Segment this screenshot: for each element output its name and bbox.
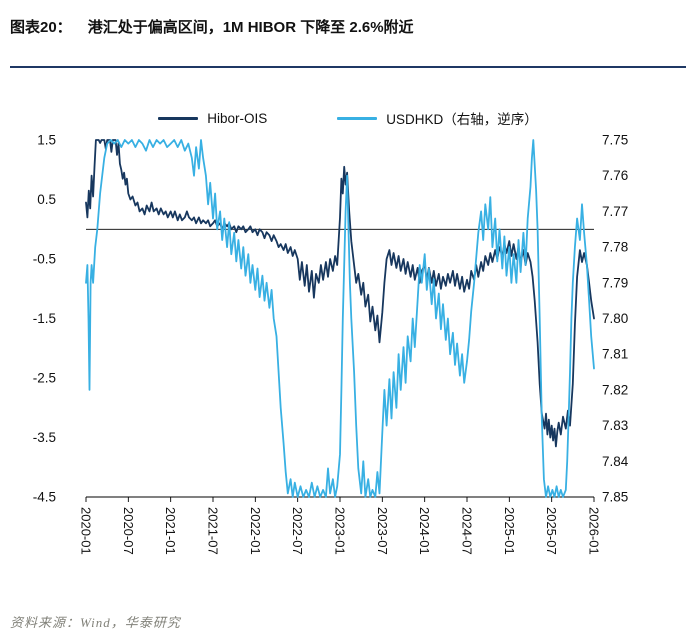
x-tick-label: 2023-01	[333, 507, 348, 555]
figure-title: 图表20： 港汇处于偏高区间，1M HIBOR 下降至 2.6%附近	[10, 16, 686, 37]
left-axis-label: 0.5	[37, 192, 56, 207]
figure-number: 图表20：	[10, 19, 72, 36]
x-tick-label: 2025-07	[544, 507, 559, 555]
chart-legend: Hibor-OIS USDHKD（右轴，逆序）	[0, 108, 696, 128]
right-axis-label: 7.75	[602, 133, 628, 148]
x-tick-label: 2021-01	[163, 507, 178, 555]
figure-title-text: 港汇处于偏高区间，1M HIBOR 下降至 2.6%附近	[87, 19, 414, 36]
x-tick-label: 2022-07	[290, 507, 305, 555]
source-note: 资料来源：Wind，华泰研究	[10, 615, 181, 630]
right-axis-label: 7.77	[602, 204, 628, 219]
left-axis-label: -0.5	[33, 252, 56, 267]
left-axis-label: -4.5	[33, 490, 56, 505]
hibor-ois-legend-line	[158, 116, 199, 120]
left-axis-label: 1.5	[37, 133, 56, 148]
right-axis-label: 7.76	[602, 168, 628, 183]
chart-svg: 2020-01 2020-07 2021-01 2021-07 2022-01 2022-…	[33, 133, 629, 555]
right-axis-label: 7.79	[602, 275, 628, 290]
hibor-ois-legend-label: Hibor-OIS	[207, 110, 268, 126]
usdhkd-legend-label: USDHKD（右轴，逆序）	[386, 112, 538, 127]
x-tick-label: 2025-01	[502, 507, 517, 555]
legend-item-hibor-ois: Hibor-OIS	[158, 111, 267, 126]
right-axis-label: 7.83	[602, 418, 628, 433]
left-axis-label: -3.5	[33, 430, 56, 445]
right-axis-label: 7.84	[602, 454, 629, 469]
right-axis-label: 7.82	[602, 382, 628, 397]
right-axis-label: 7.85	[602, 490, 628, 505]
usdhkd-line	[85, 139, 595, 498]
x-tick-label: 2020-07	[121, 507, 136, 555]
x-tick-label: 2021-07	[206, 507, 221, 555]
right-axis-label: 7.81	[602, 347, 628, 362]
left-axis-label: -2.5	[33, 371, 56, 386]
right-axis-label: 7.78	[602, 240, 628, 255]
hibor-ois-line	[85, 139, 595, 448]
x-tick-label: 2024-07	[460, 507, 475, 555]
legend-item-usdhkd: USDHKD（右轴，逆序）	[337, 108, 538, 128]
x-tick-label: 2026-01	[587, 507, 602, 555]
left-axis-label: -1.5	[33, 311, 56, 326]
x-tick-label: 2023-07	[375, 507, 390, 555]
usdhkd-legend-line	[337, 116, 378, 120]
x-tick-label: 2022-01	[248, 507, 263, 555]
x-tick-label: 2024-01	[417, 507, 432, 555]
x-tick-label: 2020-01	[79, 507, 94, 555]
title-divider	[10, 66, 686, 68]
right-axis-label: 7.80	[602, 311, 628, 326]
